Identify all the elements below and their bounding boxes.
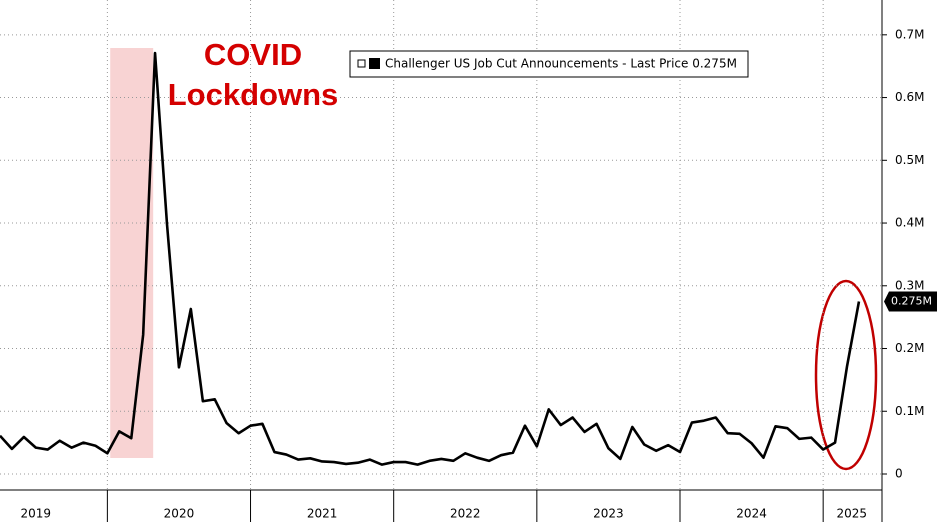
annotation: COVID: [204, 37, 302, 72]
y-tick-label: 0.5M: [895, 153, 924, 167]
y-tick-label: 0.2M: [895, 341, 924, 355]
x-tick-label: 2020: [164, 507, 195, 521]
x-tick-label: 2024: [736, 507, 767, 521]
x-tick-label: 2021: [307, 507, 338, 521]
legend-label: Challenger US Job Cut Announcements - La…: [385, 57, 737, 71]
value-label-box: [884, 291, 937, 312]
y-tick-label: 0.6M: [895, 90, 924, 104]
x-tick-label: 2025: [837, 507, 868, 521]
legend-toggle[interactable]: [357, 59, 366, 68]
x-tick-label: 2019: [21, 507, 52, 521]
y-tick-label: 0: [895, 467, 903, 481]
x-tick-label: 2022: [450, 507, 481, 521]
y-tick-label: 0.7M: [895, 27, 924, 41]
value-label: 0.275M: [891, 294, 932, 307]
y-tick-label: 0.1M: [895, 404, 924, 418]
x-tick-label: 2023: [593, 507, 624, 521]
legend-box: [349, 50, 749, 78]
annotation: Lockdowns: [168, 77, 339, 112]
y-tick-label: 0.3M: [895, 278, 924, 292]
legend-swatch: [369, 58, 380, 69]
highlight-ellipse: [814, 279, 878, 471]
y-tick-label: 0.4M: [895, 216, 924, 230]
data-line: [0, 51, 861, 466]
